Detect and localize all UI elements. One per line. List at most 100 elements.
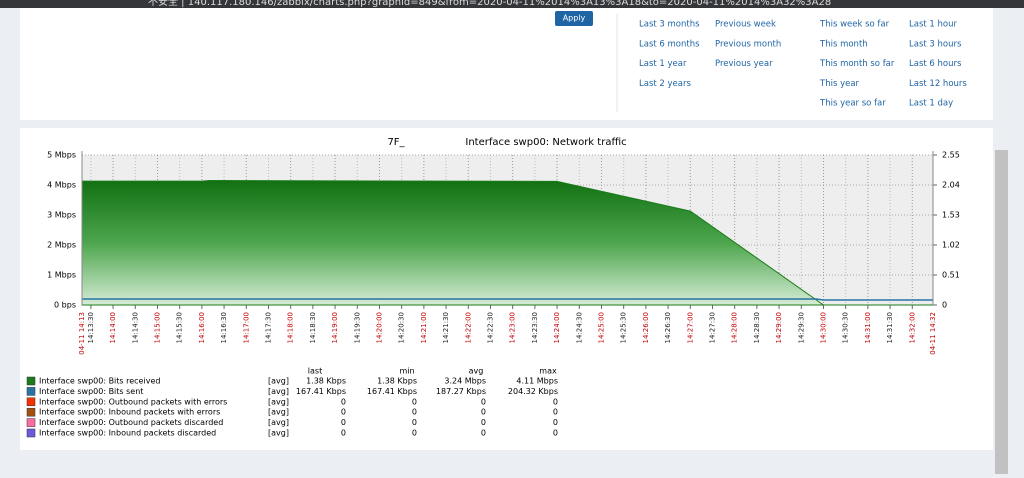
legend-name: Interface swp00: Inbound packets discard… xyxy=(39,429,216,438)
x-tick-label: 14:18:00 xyxy=(287,312,295,343)
area xyxy=(81,179,933,306)
x-tick-label: 14:27:30 xyxy=(708,312,716,343)
y-tick-label: 0 bps xyxy=(54,301,76,310)
legend-name: Interface swp00: Bits sent xyxy=(39,387,143,396)
x-tick-label: 14:21:00 xyxy=(420,312,428,343)
x-tick-label: 14:15:30 xyxy=(176,312,184,343)
legend-min: 0 xyxy=(412,429,417,438)
legend-avg: 0 xyxy=(481,418,486,427)
legend-header: min xyxy=(399,367,414,376)
legend-swatch xyxy=(26,376,36,386)
legend-min: 167.41 Kbps xyxy=(367,387,417,396)
legend-name: Interface swp00: Inbound packets with er… xyxy=(39,408,220,417)
legend-func: [avg] xyxy=(268,377,289,386)
period-link[interactable]: This month so far xyxy=(819,59,895,69)
line xyxy=(82,298,933,301)
period-link[interactable]: This month xyxy=(819,39,868,49)
x-tick-label: 14:21:30 xyxy=(442,312,450,343)
y-tick-label: 1 Mbps xyxy=(47,271,76,280)
legend-last: 167.41 Kbps xyxy=(296,387,346,396)
y2-tick-label: 1.02 xyxy=(942,241,960,250)
legend-func: [avg] xyxy=(268,397,289,406)
x-edge-label: 04-11 14:32 xyxy=(929,312,937,355)
x-tick-label: 14:26:30 xyxy=(664,312,672,343)
legend-last: 0 xyxy=(341,418,346,427)
x-tick-label: 14:28:00 xyxy=(731,312,739,343)
y2-tick-label: 2.55 xyxy=(942,151,960,160)
legend-func: [avg] xyxy=(268,429,289,438)
period-link[interactable]: Last 3 hours xyxy=(909,39,962,49)
legend-avg: 0 xyxy=(481,397,486,406)
y-tick-label: 4 Mbps xyxy=(47,181,76,190)
period-link[interactable]: Previous week xyxy=(715,20,776,30)
x-tick-label: 14:17:30 xyxy=(264,312,272,343)
x-tick-label: 14:27:00 xyxy=(686,312,694,343)
x-tick-label: 14:29:00 xyxy=(775,312,783,343)
legend-name: Interface swp00: Bits received xyxy=(39,377,160,386)
x-tick-label: 14:28:30 xyxy=(753,312,761,343)
period-link[interactable]: Previous month xyxy=(715,39,781,49)
scrollbar xyxy=(995,150,1008,474)
period-link[interactable]: This year xyxy=(819,79,860,89)
x-tick-label: 14:31:00 xyxy=(864,312,872,343)
x-tick-label: 14:23:30 xyxy=(531,312,539,343)
y2-tick-label: 0 xyxy=(942,301,947,310)
period-link[interactable]: Last 1 day xyxy=(909,99,953,109)
legend-max: 4.11 Mbps xyxy=(516,377,558,386)
period-link[interactable]: Previous year xyxy=(715,59,773,69)
legend-func: [avg] xyxy=(268,387,289,396)
x-tick-label: 14:16:30 xyxy=(220,312,228,343)
period-link[interactable]: Last 3 months xyxy=(639,20,700,30)
x-tick-label: 14:15:00 xyxy=(153,312,161,343)
x-tick-label: 14:22:30 xyxy=(486,312,494,343)
period-link[interactable]: This week so far xyxy=(819,20,890,30)
y-tick-label: 3 Mbps xyxy=(47,211,76,220)
x-tick-label: 14:30:00 xyxy=(819,312,827,343)
x-tick-label: 14:16:00 xyxy=(198,312,206,343)
legend-swatch xyxy=(26,418,36,427)
x-tick-label: 14:23:00 xyxy=(509,312,517,343)
legend-last: 0 xyxy=(341,397,346,406)
legend-avg: 3.24 Mbps xyxy=(444,377,486,386)
legend-func: [avg] xyxy=(268,408,289,417)
legend-header: avg xyxy=(469,367,484,376)
period-link[interactable]: Last 2 years xyxy=(639,79,691,89)
x-tick-label: 14:14:30 xyxy=(131,312,139,343)
graph-host: 7F_ xyxy=(387,137,405,148)
x-tick-label: 14:24:00 xyxy=(553,312,561,343)
legend-max: 0 xyxy=(553,429,558,438)
apply-button[interactable] xyxy=(555,11,593,26)
legend-avg: 0 xyxy=(481,429,486,438)
legend-max: 204.32 Kbps xyxy=(508,387,558,396)
legend-max: 0 xyxy=(553,397,558,406)
x-tick-label: 14:20:30 xyxy=(398,312,406,343)
period-link[interactable]: Last 1 year xyxy=(639,59,687,69)
y-tick-label: 5 Mbps xyxy=(47,151,76,160)
legend-name: Interface swp00: Outbound packets discar… xyxy=(39,418,223,427)
legend-last: 0 xyxy=(341,408,346,417)
period-link[interactable]: Last 6 months xyxy=(639,39,700,49)
x-tick-label: 14:18:30 xyxy=(309,312,317,343)
legend-avg: 187.27 Kbps xyxy=(436,387,486,396)
legend-func: [avg] xyxy=(268,418,289,427)
legend-last: 1.38 Kbps xyxy=(306,377,346,386)
x-edge-label: 04-11 14:13 xyxy=(78,312,86,355)
period-link[interactable]: This year so far xyxy=(819,99,886,109)
x-tick-label: 14:20:00 xyxy=(375,312,383,343)
y2-tick-label: 1.53 xyxy=(942,211,960,220)
x-tick-label: 14:19:30 xyxy=(353,312,361,343)
legend-min: 0 xyxy=(412,408,417,417)
apply-label[interactable]: Apply xyxy=(563,14,586,23)
x-tick-label: 14:25:00 xyxy=(597,312,605,343)
x-tick-label: 14:14:00 xyxy=(109,312,117,343)
y2-tick-label: 2.04 xyxy=(942,181,960,190)
legend-last: 0 xyxy=(341,429,346,438)
legend-header: last xyxy=(308,367,322,376)
period-link[interactable]: Last 6 hours xyxy=(909,59,962,69)
legend-max: 0 xyxy=(553,408,558,417)
y-tick-label: 2 Mbps xyxy=(47,241,76,250)
period-link[interactable]: Last 1 hour xyxy=(909,20,957,30)
x-tick-label: 14:32:00 xyxy=(908,312,916,343)
period-link[interactable]: Last 12 hours xyxy=(909,79,967,89)
